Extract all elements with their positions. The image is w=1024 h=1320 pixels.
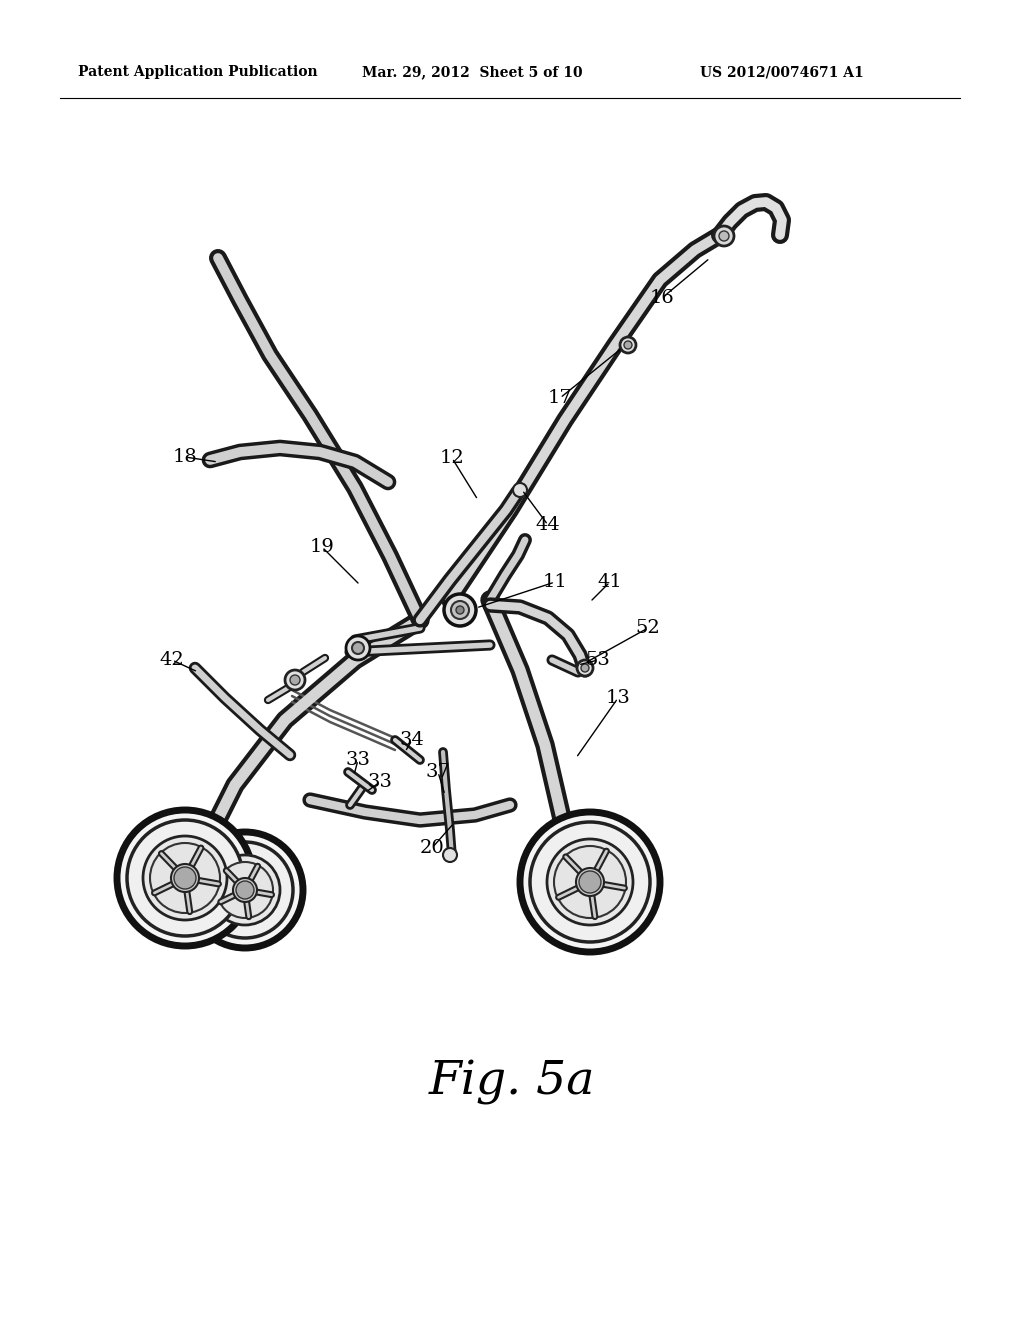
Text: 37: 37 [426, 763, 451, 781]
Circle shape [127, 820, 243, 936]
Text: 42: 42 [160, 651, 184, 669]
Text: 52: 52 [636, 619, 660, 638]
Circle shape [456, 606, 464, 614]
Text: 19: 19 [309, 539, 335, 556]
Text: 12: 12 [439, 449, 464, 467]
Circle shape [290, 675, 300, 685]
Circle shape [285, 671, 305, 690]
Circle shape [575, 869, 604, 896]
Text: 53: 53 [586, 651, 610, 669]
Circle shape [624, 341, 632, 348]
Circle shape [444, 594, 476, 626]
Circle shape [346, 636, 370, 660]
Circle shape [443, 847, 457, 862]
Circle shape [714, 226, 734, 246]
Circle shape [451, 601, 469, 619]
Circle shape [217, 862, 273, 917]
Circle shape [143, 836, 227, 920]
Circle shape [530, 822, 650, 942]
Circle shape [581, 664, 589, 672]
Circle shape [233, 878, 257, 902]
Text: Fig. 5a: Fig. 5a [429, 1060, 595, 1105]
Text: 33: 33 [368, 774, 392, 791]
Circle shape [513, 483, 527, 498]
Text: 34: 34 [399, 731, 424, 748]
Text: 20: 20 [420, 840, 444, 857]
Circle shape [210, 855, 280, 925]
Circle shape [174, 867, 196, 888]
Circle shape [620, 337, 636, 352]
Text: 41: 41 [598, 573, 623, 591]
Text: US 2012/0074671 A1: US 2012/0074671 A1 [700, 65, 864, 79]
Text: 16: 16 [649, 289, 675, 308]
Circle shape [579, 871, 601, 894]
Circle shape [187, 832, 303, 948]
Circle shape [577, 660, 593, 676]
Text: 11: 11 [543, 573, 567, 591]
Text: 13: 13 [605, 689, 631, 708]
Circle shape [197, 842, 293, 939]
Circle shape [520, 812, 660, 952]
Text: Mar. 29, 2012  Sheet 5 of 10: Mar. 29, 2012 Sheet 5 of 10 [362, 65, 583, 79]
Circle shape [547, 840, 633, 925]
Text: 44: 44 [536, 516, 560, 535]
Circle shape [117, 810, 253, 946]
Circle shape [719, 231, 729, 242]
Circle shape [554, 846, 626, 917]
Text: 17: 17 [548, 389, 572, 407]
Text: 18: 18 [173, 447, 198, 466]
Circle shape [150, 843, 220, 913]
Text: 33: 33 [345, 751, 371, 770]
Text: Patent Application Publication: Patent Application Publication [78, 65, 317, 79]
Circle shape [352, 642, 364, 653]
Circle shape [236, 880, 254, 899]
Circle shape [171, 865, 199, 892]
